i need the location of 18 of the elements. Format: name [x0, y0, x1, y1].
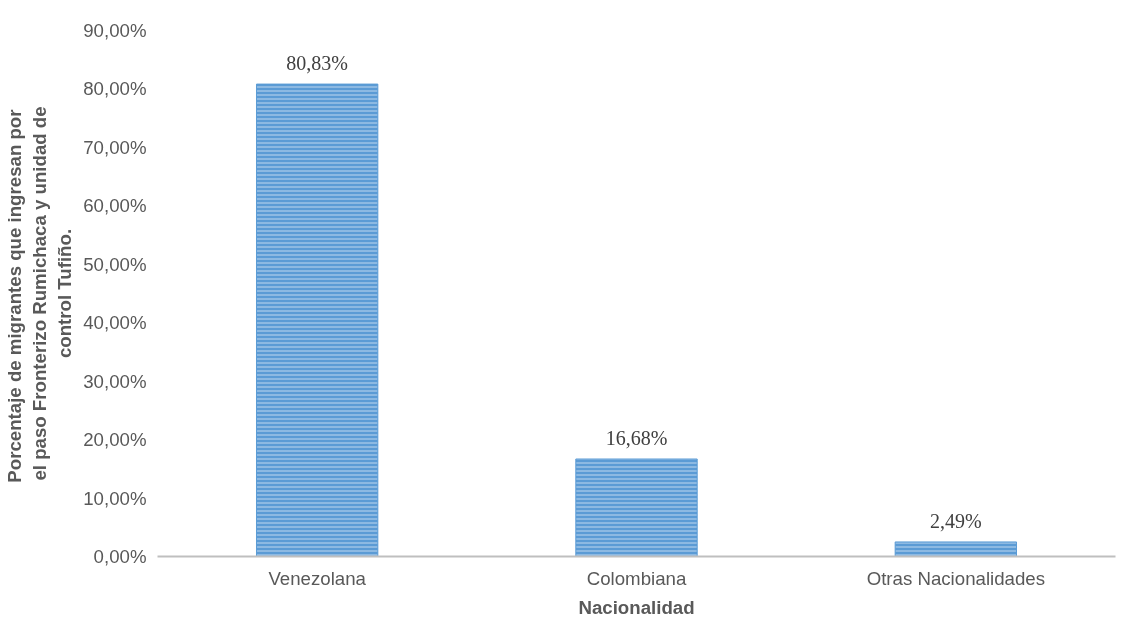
y-tick-label: 50,00%	[83, 253, 147, 275]
data-label: 80,83%	[286, 52, 349, 75]
y-tick-label: 60,00%	[83, 195, 147, 217]
y-tick-label: 20,00%	[83, 429, 147, 451]
data-label: 16,68%	[605, 427, 668, 450]
y-tick-label: 90,00%	[83, 20, 147, 41]
y-tick-label: 10,00%	[83, 487, 147, 509]
y-tick-label: 70,00%	[83, 136, 147, 158]
x-tick-label: Venezolana	[268, 567, 367, 589]
y-tick-label: 80,00%	[83, 78, 147, 100]
x-tick-label: Otras Nacionalidades	[866, 567, 1046, 589]
y-tick-label: 0,00%	[93, 546, 147, 567]
data-label: 2,49%	[930, 509, 982, 532]
y-tick-label: 30,00%	[83, 370, 147, 392]
y-tick-label: 40,00%	[83, 312, 147, 334]
x-tick-label: Colombiana	[586, 567, 687, 589]
y-axis-title: Porcentaje de migrantes que ingresan por el paso Fronterizo Rumichaca y unidad de control Tufiño.	[3, 106, 76, 483]
x-axis-title: Nacionalidad	[578, 596, 695, 618]
